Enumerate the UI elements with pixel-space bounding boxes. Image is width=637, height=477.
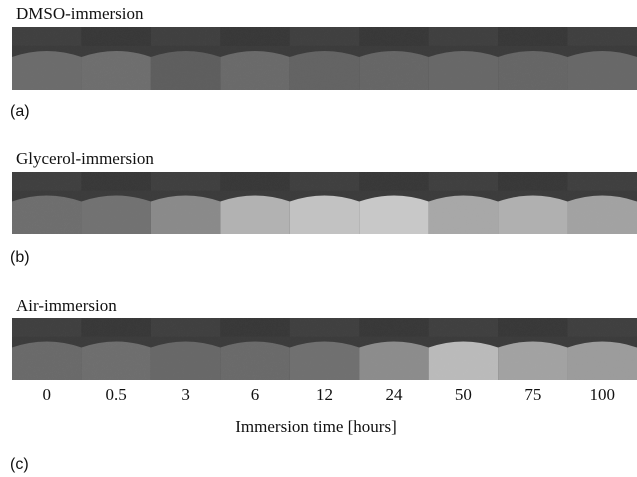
image-strip — [12, 27, 637, 90]
tile-top — [290, 318, 359, 337]
sample-tile — [290, 342, 359, 380]
tile-top — [429, 318, 498, 337]
panel-title: DMSO-immersion — [16, 4, 144, 23]
sample-tile — [290, 51, 359, 90]
tile-top — [498, 172, 567, 191]
sample-tile — [290, 196, 359, 234]
sample-tile — [12, 342, 81, 380]
panel-title: Glycerol-immersion — [16, 149, 154, 168]
sample-tile — [151, 51, 220, 90]
tile-top — [359, 318, 428, 337]
tile-top — [151, 27, 220, 46]
sample-tile — [81, 196, 150, 234]
tile-top — [568, 172, 637, 191]
axis-label: Immersion time [hours] — [235, 417, 396, 436]
sample-tile — [498, 51, 567, 90]
sample-tile — [359, 342, 428, 380]
image-strip — [12, 172, 637, 234]
tile-top — [290, 172, 359, 191]
sample-tile — [12, 51, 81, 90]
tick-label: 6 — [251, 385, 260, 404]
tile-top — [498, 27, 567, 46]
tile-top — [151, 172, 220, 191]
panel-title: Air-immersion — [16, 296, 117, 315]
sample-tile — [220, 196, 289, 234]
tile-top — [81, 27, 150, 46]
tick-label: 12 — [316, 385, 333, 404]
tile-top — [81, 318, 150, 337]
sample-tile — [568, 51, 637, 90]
sample-tile — [568, 342, 637, 380]
tick-label: 50 — [455, 385, 472, 404]
tile-top — [220, 27, 289, 46]
sample-tile — [359, 51, 428, 90]
sample-tile — [568, 196, 637, 234]
tick-label: 0.5 — [106, 385, 127, 404]
sample-tile — [220, 51, 289, 90]
image-strip — [12, 318, 637, 380]
tick-label: 3 — [181, 385, 190, 404]
sample-tile — [81, 51, 150, 90]
tile-top — [359, 172, 428, 191]
figure: DMSO-immersion (a) Glycerol-immersion (b… — [0, 0, 637, 477]
tile-top — [151, 318, 220, 337]
tick-label: 75 — [524, 385, 541, 404]
tick-label: 100 — [590, 385, 616, 404]
sample-tile — [81, 342, 150, 380]
panel-label: (b) — [10, 249, 30, 266]
tile-top — [568, 318, 637, 337]
sample-tile — [429, 342, 498, 380]
sample-tile — [429, 51, 498, 90]
tile-top — [429, 172, 498, 191]
sample-tile — [220, 342, 289, 380]
tile-top — [290, 27, 359, 46]
sample-tile — [429, 196, 498, 234]
tile-top — [12, 318, 81, 337]
tile-top — [359, 27, 428, 46]
panel-label: (c) — [10, 456, 29, 473]
tick-label: 0 — [42, 385, 51, 404]
tile-top — [498, 318, 567, 337]
tile-top — [12, 27, 81, 46]
tick-label: 24 — [385, 385, 403, 404]
tile-top — [81, 172, 150, 191]
tile-top — [568, 27, 637, 46]
sample-tile — [498, 342, 567, 380]
sample-tile — [151, 342, 220, 380]
panel-label: (a) — [10, 103, 30, 120]
sample-tile — [12, 196, 81, 234]
sample-tile — [498, 196, 567, 234]
tile-top — [220, 318, 289, 337]
sample-tile — [359, 196, 428, 234]
tile-top — [220, 172, 289, 191]
tile-top — [12, 172, 81, 191]
tile-top — [429, 27, 498, 46]
sample-tile — [151, 196, 220, 234]
